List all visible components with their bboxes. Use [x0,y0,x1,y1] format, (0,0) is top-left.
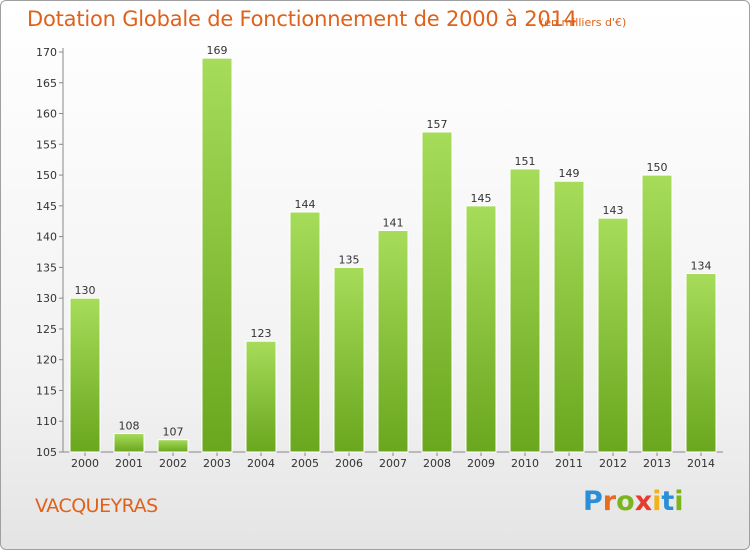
logo-letter: o [616,486,635,517]
y-tick-label: 120 [36,354,57,367]
x-tick-label: 2010 [511,457,539,470]
bar [245,340,277,453]
x-tick-label: 2008 [423,457,451,470]
y-tick-label: 165 [36,77,57,90]
bar-value-label: 123 [251,327,272,340]
y-tick-label: 105 [36,446,57,459]
bar-value-label: 107 [163,426,184,439]
bar [69,297,101,453]
y-tick-label: 170 [36,46,57,59]
y-tick-label: 135 [36,261,57,274]
bar [289,211,321,453]
bar-value-label: 144 [295,198,316,211]
y-tick-label: 145 [36,200,57,213]
x-tick-label: 2006 [335,457,363,470]
bar-value-label: 134 [691,260,712,273]
x-tick-label: 2007 [379,457,407,470]
chart-data-labels: 130 108 107 169 123 144 135 141 157 145 151 149 143 1… [75,44,712,439]
bar-value-label: 150 [647,161,668,174]
bar-value-label: 130 [75,284,96,297]
bar [113,433,145,453]
bar-value-label: 143 [603,204,624,217]
bar-value-label: 157 [427,118,448,131]
logo-letter: t [661,486,675,517]
bar [509,168,541,453]
chart-unit: (en milliers d'€) [540,16,627,29]
y-tick-label: 160 [36,108,57,121]
bar-value-label: 151 [515,155,536,168]
y-tick-label: 155 [36,138,57,151]
chart-bars [69,57,717,453]
x-tick-label: 2004 [247,457,275,470]
x-tick-label: 2001 [115,457,143,470]
bar-value-label: 108 [119,420,140,433]
logo-letter: P [583,486,603,517]
bar-value-label: 141 [383,216,404,229]
bar [465,205,497,453]
logo-letter: r [602,486,617,517]
y-tick-label: 115 [36,384,57,397]
logo-letter: i [652,486,662,517]
x-tick-label: 2005 [291,457,319,470]
x-tick-label: 2009 [467,457,495,470]
x-tick-label: 2002 [159,457,187,470]
y-tick-label: 140 [36,231,57,244]
x-tick-label: 2000 [71,457,99,470]
x-tick-label: 2013 [643,457,671,470]
x-tick-label: 2003 [203,457,231,470]
bar-value-label: 135 [339,253,360,266]
bar [157,439,189,453]
commune-name: VACQUEYRAS [35,495,158,517]
bar [553,180,585,453]
bar [641,174,673,453]
bar [597,217,629,453]
chart-title: Dotation Globale de Fonctionnement de 20… [27,7,577,31]
y-tick-label: 110 [36,415,57,428]
chart-axes: 105 110 115 120 125 130 135 140 145 150 155 160 165 1… [36,46,723,470]
bar [421,131,453,453]
x-tick-label: 2011 [555,457,583,470]
bar [377,229,409,453]
bar-value-label: 169 [207,44,228,57]
bar [333,266,365,453]
bar-value-label: 145 [471,192,492,205]
bar [685,273,717,453]
x-tick-label: 2012 [599,457,627,470]
x-tick-label: 2014 [687,457,715,470]
y-tick-label: 125 [36,323,57,336]
y-tick-label: 150 [36,169,57,182]
logo-letter: x [634,486,653,517]
bar [201,57,233,453]
logo-letter: i [674,486,684,517]
proxiti-logo: Proxiti [583,486,684,517]
bar-value-label: 149 [559,167,580,180]
y-tick-label: 130 [36,292,57,305]
